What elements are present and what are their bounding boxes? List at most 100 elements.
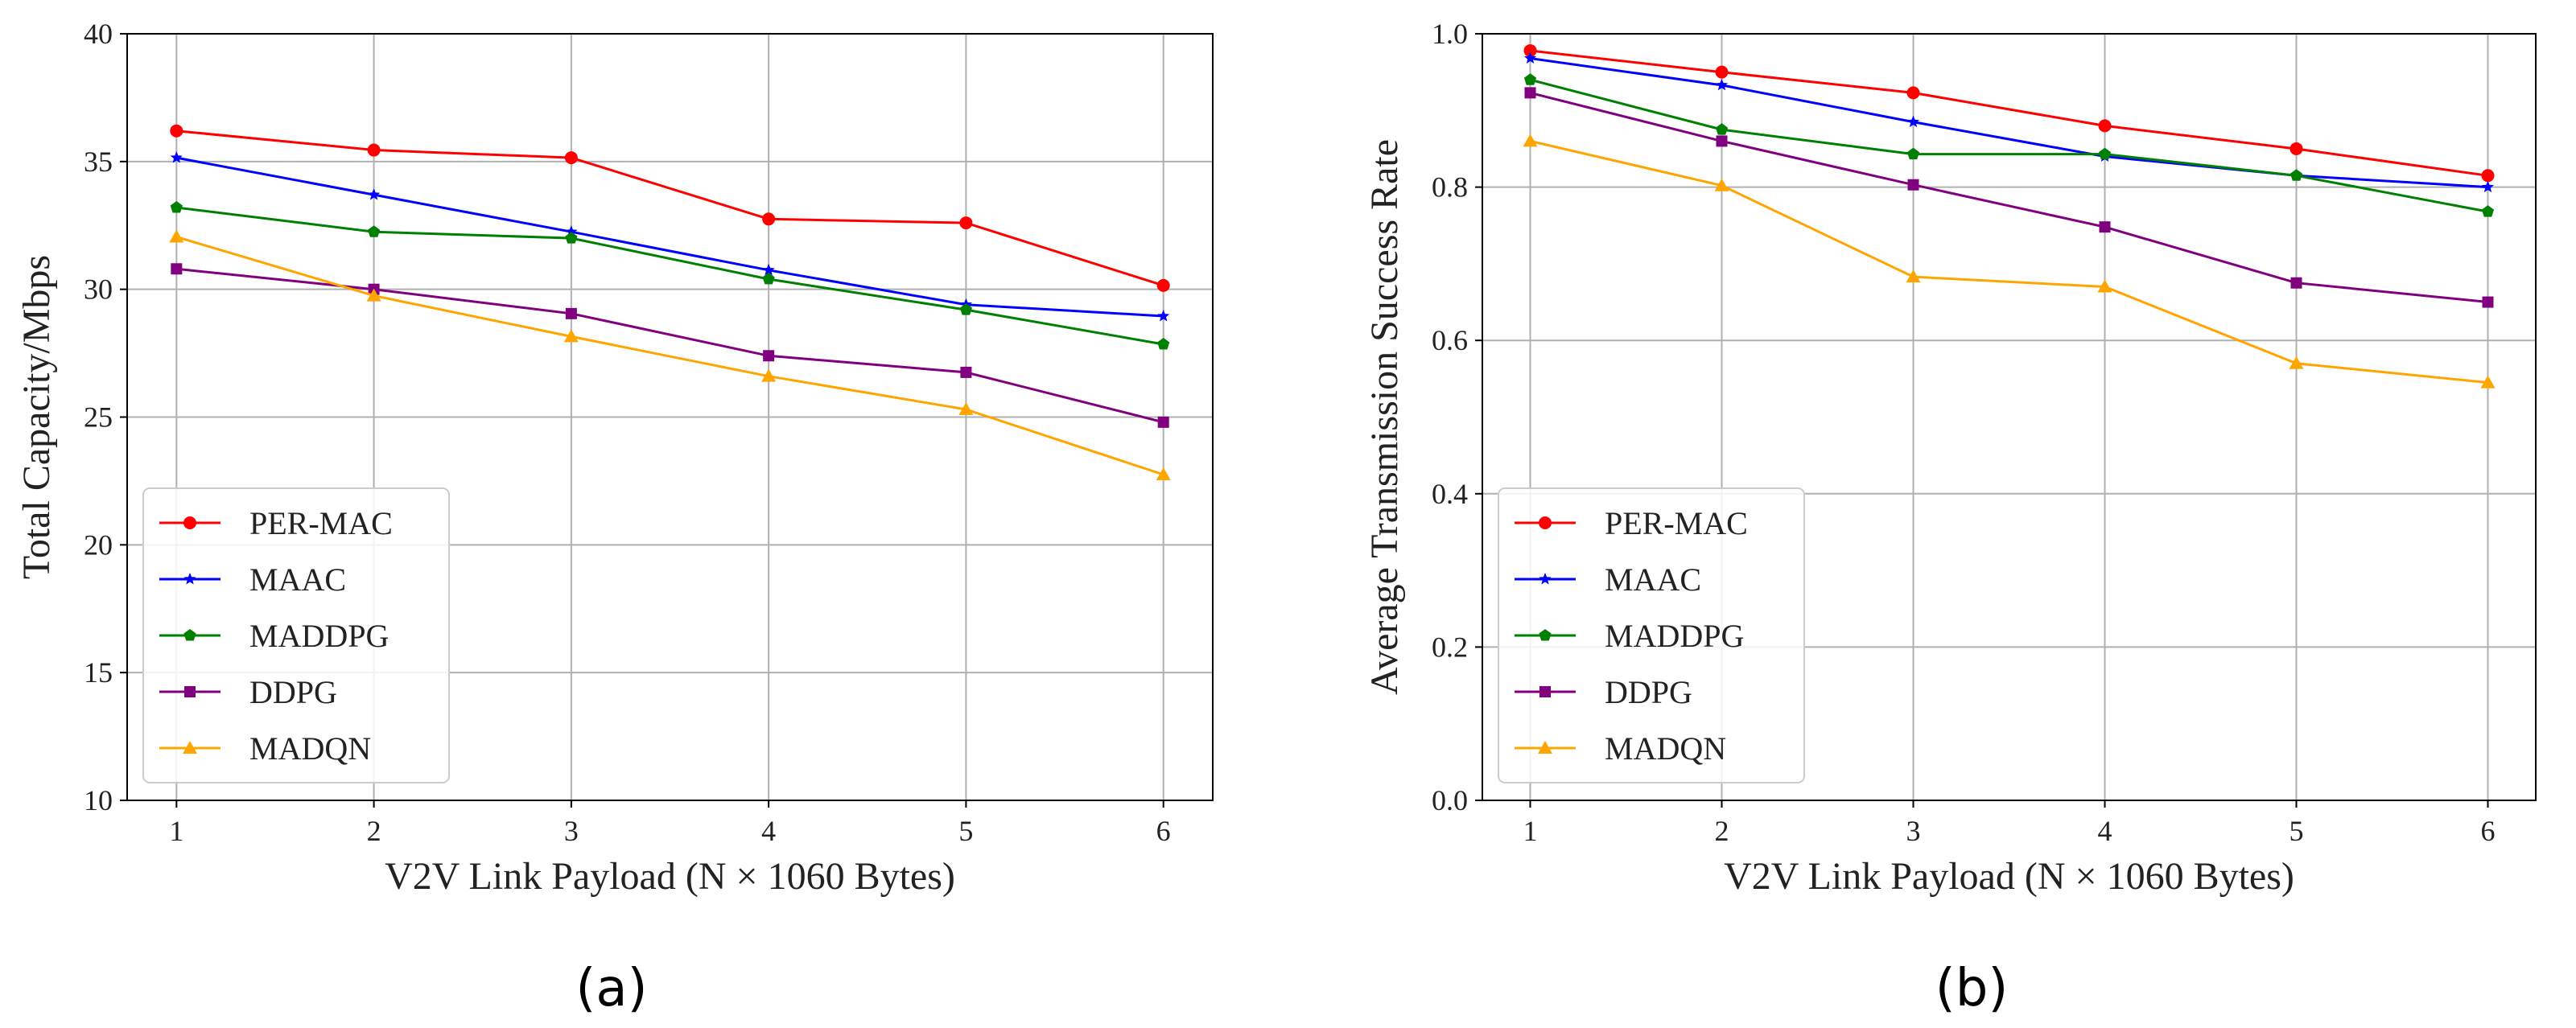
chart-b-series-madqn xyxy=(1523,134,2496,389)
chart-b-point-maddpg xyxy=(2290,169,2303,181)
chart-b-x-tick-label: 3 xyxy=(1906,815,1921,847)
chart-b-legend-label-ddpg: DDPG xyxy=(1605,674,1692,710)
chart-a-y-tick-label: 40 xyxy=(84,18,113,50)
chart-b-legend-item-madqn: MADQN xyxy=(1515,730,1726,767)
chart-b-legend-label-maac: MAAC xyxy=(1605,561,1701,598)
chart-b-point-madqn xyxy=(1523,134,1538,147)
chart-a-plot-frame xyxy=(126,33,1214,801)
chart-b-point-maddpg xyxy=(1523,73,1537,85)
chart-a-line-per-mac xyxy=(176,130,1164,287)
chart-a-y-tick-label: 15 xyxy=(84,656,113,689)
chart-b-legend-item-per-mac: PER-MAC xyxy=(1515,505,1748,541)
chart-b-legend-item-maddpg: MADDPG xyxy=(1515,618,1744,654)
chart-a-x-tick-label: 5 xyxy=(958,815,973,847)
chart-b-point-maddpg xyxy=(1906,147,1920,160)
chart-b-point-per-mac xyxy=(2098,119,2112,133)
chart-b-point-madqn xyxy=(2097,279,2112,293)
chart-b-y-tick-label: 0.4 xyxy=(1432,478,1468,510)
chart-b-y-axis-label: Average Transmission Success Rate xyxy=(1363,139,1406,695)
chart-a-point-per-mac xyxy=(1156,278,1170,292)
chart-a-point-per-mac xyxy=(367,143,381,157)
chart-b-line-per-mac xyxy=(1530,49,2488,177)
chart-a-x-tick-label: 1 xyxy=(169,815,183,847)
chart-a-point-ddpg xyxy=(1157,416,1169,428)
chart-b-series-ddpg xyxy=(1524,87,2494,308)
chart-a-legend: PER-MAC MAAC MADDPG DDPG MADQN xyxy=(142,487,450,783)
chart-b-legend-marker-maddpg xyxy=(1539,629,1552,641)
chart-a-legend-marker-ddpg xyxy=(184,686,196,697)
chart-b: 1 2 3 4 5 6 0.0 0.2 0.4 0.6 0.8 1.0 V2V Link Payloa… xyxy=(1363,18,2537,1018)
chart-b-point-maac xyxy=(1906,115,1920,128)
chart-b-y-tick-label: 0.6 xyxy=(1432,324,1468,356)
chart-b-y-tick-label: 0.2 xyxy=(1432,631,1468,663)
chart-b-point-ddpg xyxy=(1716,135,1728,147)
chart-b-legend-marker-maac xyxy=(1539,573,1552,585)
chart-b-legend-item-ddpg: DDPG xyxy=(1515,674,1692,710)
chart-b-series-layer xyxy=(1523,43,2496,389)
chart-a-legend-item-maddpg: MADDPG xyxy=(159,618,389,654)
chart-b-legend-box xyxy=(1498,487,1805,783)
chart-b-line-maac xyxy=(1530,57,2488,189)
chart-b-x-tick-label: 2 xyxy=(1715,815,1729,847)
chart-a-point-ddpg xyxy=(565,307,577,319)
chart-a-legend-box xyxy=(142,487,450,783)
chart-a-point-maac xyxy=(762,263,775,276)
chart-a-point-ddpg xyxy=(763,350,775,362)
chart-b-x-tick-label: 5 xyxy=(2290,815,2304,847)
chart-a-point-madqn xyxy=(169,229,184,243)
chart-b-legend-label-madqn: MADQN xyxy=(1605,730,1726,767)
chart-b-series-maddpg xyxy=(1523,73,2495,217)
chart-a-legend-label-madqn: MADQN xyxy=(249,730,371,767)
chart-a-point-ddpg xyxy=(960,366,972,378)
chart-b-point-madqn xyxy=(2289,356,2304,369)
chart-a-x-axis-label: V2V Link Payload (N × 1060 Bytes) xyxy=(385,855,955,898)
chart-a-point-maac xyxy=(170,151,183,163)
chart-a-line-madqn xyxy=(175,236,1164,476)
chart-b-x-axis-label: V2V Link Payload (N × 1060 Bytes) xyxy=(1724,855,2294,898)
chart-a-y-tick-label: 25 xyxy=(84,401,113,434)
chart-b-y-tick-label: 1.0 xyxy=(1432,18,1468,50)
chart-a-y-tick-label: 30 xyxy=(84,273,113,306)
chart-a-x-tick-label: 6 xyxy=(1156,815,1171,847)
chart-b-point-per-mac xyxy=(1523,43,1537,57)
chart-a-point-maddpg xyxy=(959,303,972,315)
chart-a-point-maddpg xyxy=(762,273,775,285)
chart-a-point-maddpg xyxy=(170,201,183,213)
chart-b-x-tick-label: 1 xyxy=(1523,815,1538,847)
chart-a-point-per-mac xyxy=(564,151,578,165)
chart-a-panel-label: (a) xyxy=(575,959,647,1018)
chart-b-point-per-mac xyxy=(2481,169,2495,183)
chart-a-legend-item-madqn: MADQN xyxy=(159,730,371,767)
chart-a-point-per-mac xyxy=(762,212,776,226)
chart-b-point-madqn xyxy=(2480,375,2496,389)
chart-b-point-maac xyxy=(1523,51,1537,64)
chart-a-x-tick-label: 4 xyxy=(761,815,776,847)
chart-a-legend-item-maac: MAAC xyxy=(159,561,346,598)
chart-b-point-per-mac xyxy=(2290,142,2303,155)
chart-a-series-madqn xyxy=(169,229,1171,480)
chart-b-plot-frame xyxy=(1482,33,2537,801)
chart-b-series-per-mac xyxy=(1523,43,2495,183)
chart-b-point-ddpg xyxy=(2290,277,2302,289)
chart-b-point-ddpg xyxy=(1907,179,1919,191)
chart-b-legend-item-maac: MAAC xyxy=(1515,561,1701,598)
chart-a-legend-label-maac: MAAC xyxy=(249,561,346,598)
chart-b-legend-marker-ddpg xyxy=(1539,686,1551,697)
chart-b-y-tick-label: 0.8 xyxy=(1432,171,1468,204)
chart-a-y-tick-label: 20 xyxy=(84,528,113,561)
chart-a-point-maddpg xyxy=(368,225,381,237)
chart-b-point-maddpg xyxy=(2098,147,2112,160)
chart-a-point-madqn xyxy=(366,288,381,302)
chart-a-x-tick-label: 3 xyxy=(564,815,579,847)
chart-b-point-ddpg xyxy=(2099,221,2111,233)
chart-a-line-maac xyxy=(176,156,1164,318)
chart-a-legend-marker-maddpg xyxy=(183,629,196,641)
chart-b-panel-label: (b) xyxy=(1935,959,2009,1018)
chart-a-line-maddpg xyxy=(176,206,1164,346)
chart-a-legend-marker-maac xyxy=(183,573,196,585)
chart-a-y-tick-label: 35 xyxy=(84,146,113,178)
chart-a-point-madqn xyxy=(761,368,777,382)
chart-a-point-maac xyxy=(368,188,381,200)
chart-a-series-layer xyxy=(169,124,1171,480)
